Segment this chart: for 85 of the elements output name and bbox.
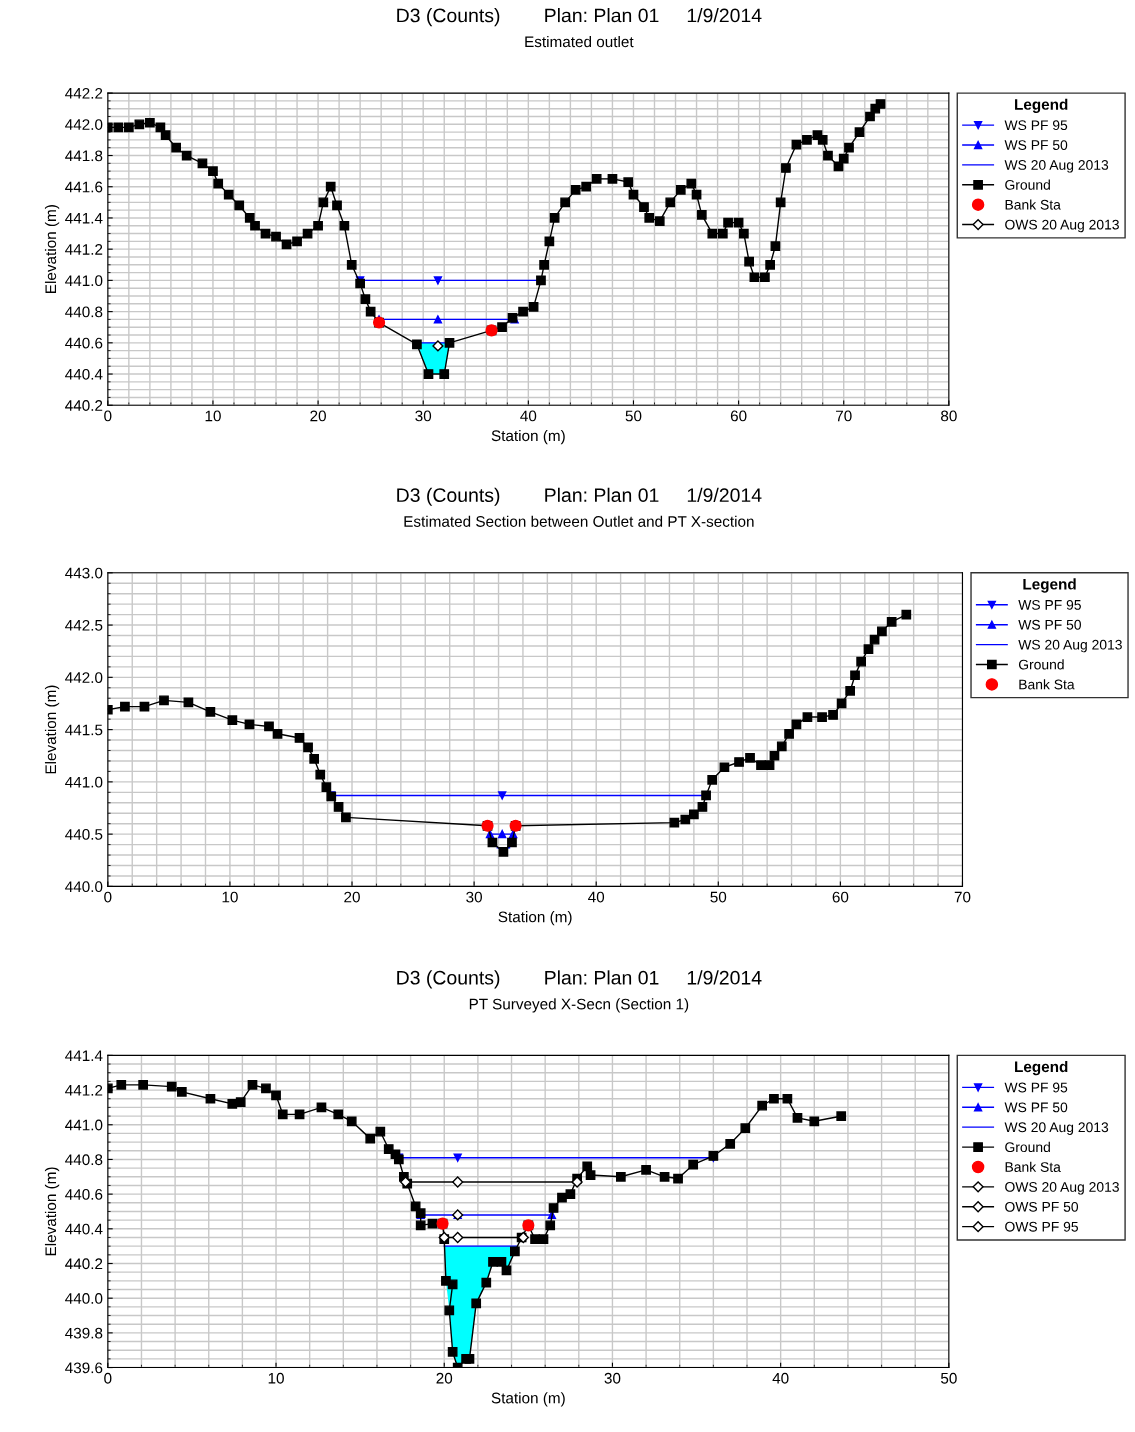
- y-tick-label: 441.5: [65, 724, 103, 736]
- y-tick-label: 440.5: [65, 829, 103, 840]
- y-tick-label: 441.0: [65, 1119, 103, 1131]
- legend-label: WS PF 95: [1004, 120, 1068, 131]
- x-tick-label: 0: [104, 891, 112, 903]
- x-tick-label: 30: [466, 891, 483, 903]
- y-tick-label: 442.0: [65, 672, 103, 684]
- legend-label: WS PF 95: [1004, 1082, 1068, 1093]
- x-tick-label: 40: [772, 1372, 789, 1384]
- y-tick-label: 440.2: [65, 1258, 103, 1270]
- legend-label: Bank Sta: [1005, 1161, 1061, 1172]
- y-tick-label: 441.0: [65, 275, 103, 287]
- legend-label: OWS PF 95: [1005, 1221, 1078, 1232]
- x-tick-label: 50: [710, 891, 727, 903]
- y-tick-label: 441.4: [65, 1050, 103, 1061]
- legend-label: Ground: [1005, 1141, 1050, 1153]
- x-tick-label: 0: [104, 1372, 112, 1384]
- legend-label: Bank Sta: [1005, 199, 1061, 210]
- chart-title: D3 (Counts) Plan: Plan 01 1/9/2014: [397, 970, 762, 989]
- y-tick-label: 440.2: [65, 400, 103, 411]
- y-tick-label: 442.2: [65, 87, 103, 99]
- y-tick-label: 441.6: [65, 181, 103, 193]
- legend-label: WS PF 95: [1018, 599, 1081, 610]
- legend-label: Ground: [1018, 659, 1064, 670]
- y-tick-label: 440.8: [65, 306, 103, 318]
- legend-label: WS 20 Aug 2013: [1018, 639, 1122, 653]
- legend-label: WS PF 50: [1004, 140, 1068, 150]
- x-tick-label: 70: [954, 891, 971, 903]
- y-tick-label: 443.0: [65, 567, 103, 579]
- legend-title: Legend: [1023, 578, 1076, 593]
- x-tick-label: 60: [730, 410, 747, 422]
- y-tick-label: 440.0: [65, 881, 103, 893]
- y-tick-label: 439.8: [65, 1327, 103, 1339]
- y-tick-label: 441.4: [65, 212, 103, 224]
- chart-title: D3 (Counts) Plan: Plan 01 1/9/2014: [397, 487, 762, 506]
- chart-title: D3 (Counts) Plan: Plan 01 1/9/2014: [397, 8, 762, 27]
- y-tick-label: 441.8: [65, 150, 103, 162]
- x-tick-label: 60: [832, 891, 849, 903]
- x-tick-label: 20: [436, 1372, 453, 1384]
- legend-label: WS PF 50: [1018, 619, 1081, 630]
- x-axis-title: Station (m): [491, 429, 565, 445]
- y-tick-label: 440.0: [65, 1293, 103, 1304]
- x-tick-label: 10: [222, 891, 238, 903]
- y-tick-label: 441.0: [65, 776, 103, 788]
- y-axis-title: Elevation (m): [44, 685, 60, 774]
- x-tick-label: 50: [625, 410, 642, 422]
- y-tick-label: 439.6: [65, 1362, 103, 1374]
- y-axis-title: Elevation (m): [44, 205, 60, 293]
- legend-label: Bank Sta: [1019, 679, 1075, 690]
- x-tick-label: 80: [941, 410, 957, 422]
- y-tick-label: 442.5: [65, 619, 103, 631]
- y-axis-title: Elevation (m): [44, 1167, 60, 1256]
- legend-label: OWS 20 Aug 2013: [1005, 219, 1119, 233]
- y-tick-label: 441.2: [65, 1084, 103, 1096]
- x-tick-label: 50: [940, 1372, 957, 1384]
- x-tick-label: 20: [310, 410, 326, 422]
- y-tick-label: 440.6: [65, 1189, 103, 1200]
- y-tick-label: 440.6: [65, 337, 103, 349]
- legend-label: WS 20 Aug 2013: [1004, 1122, 1109, 1135]
- legend-label: WS PF 50: [1004, 1102, 1068, 1113]
- chart-subtitle: Estimated outlet: [525, 35, 634, 48]
- x-tick-label: 20: [344, 891, 360, 903]
- x-tick-label: 30: [604, 1372, 621, 1384]
- x-tick-label: 40: [520, 410, 537, 422]
- x-tick-label: 10: [268, 1372, 284, 1384]
- legend-label: Ground: [1005, 179, 1050, 190]
- x-tick-label: 40: [588, 891, 605, 903]
- x-axis-title: Station (m): [491, 1392, 565, 1407]
- x-axis-title: Station (m): [498, 911, 572, 926]
- x-tick-label: 10: [205, 410, 221, 422]
- y-tick-label: 440.4: [65, 368, 103, 380]
- chart-subtitle: PT Surveyed X-Secn (Section 1): [469, 998, 689, 1013]
- y-tick-label: 442.0: [65, 119, 103, 130]
- legend-title: Legend: [1015, 98, 1068, 113]
- x-tick-label: 30: [415, 410, 432, 422]
- y-tick-label: 440.4: [65, 1223, 103, 1235]
- y-tick-label: 441.2: [65, 244, 103, 255]
- chart-subtitle: Estimated Section between Outlet and PT X-section: [404, 515, 754, 527]
- y-tick-label: 440.8: [65, 1154, 103, 1166]
- legend-label: OWS PF 50: [1005, 1201, 1079, 1212]
- legend-label: OWS 20 Aug 2013: [1005, 1182, 1119, 1195]
- x-tick-label: 70: [836, 410, 852, 422]
- x-tick-label: 0: [104, 410, 112, 422]
- legend-label: WS 20 Aug 2013: [1004, 160, 1109, 173]
- legend-title: Legend: [1015, 1060, 1068, 1076]
